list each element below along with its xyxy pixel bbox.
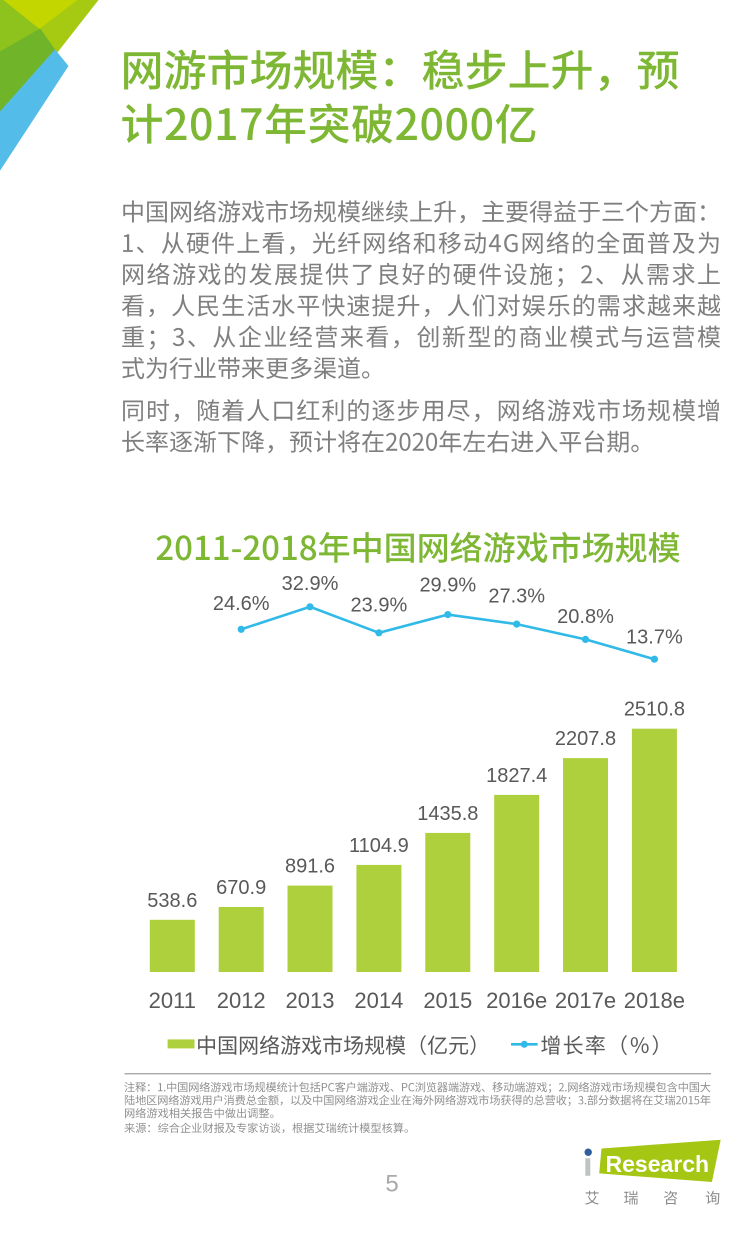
svg-text:23.9%: 23.9%	[351, 595, 408, 617]
svg-text:2015: 2015	[423, 988, 472, 1013]
svg-text:24.6%: 24.6%	[213, 593, 270, 615]
svg-text:1827.4: 1827.4	[486, 765, 547, 787]
svg-text:2510.8: 2510.8	[624, 699, 685, 721]
svg-text:2013: 2013	[286, 988, 335, 1013]
svg-text:1104.9: 1104.9	[349, 835, 409, 857]
svg-text:2014: 2014	[354, 988, 403, 1013]
svg-text:891.6: 891.6	[285, 856, 335, 878]
svg-text:538.6: 538.6	[147, 890, 197, 912]
svg-text:1435.8: 1435.8	[417, 803, 478, 825]
svg-text:29.9%: 29.9%	[419, 575, 476, 597]
svg-text:32.9%: 32.9%	[282, 573, 339, 595]
svg-text:2018e: 2018e	[624, 988, 685, 1013]
svg-text:2012: 2012	[217, 988, 266, 1013]
svg-text:27.3%: 27.3%	[488, 585, 545, 607]
svg-text:5: 5	[385, 1171, 398, 1198]
svg-text:2017e: 2017e	[555, 988, 616, 1013]
svg-text:2207.8: 2207.8	[555, 728, 616, 750]
svg-text:670.9: 670.9	[216, 877, 266, 899]
svg-text:2016e: 2016e	[486, 988, 547, 1013]
svg-text:Research: Research	[606, 1151, 710, 1177]
svg-text:20.8%: 20.8%	[557, 606, 614, 628]
svg-text:2011: 2011	[149, 988, 196, 1013]
svg-text:13.7%: 13.7%	[626, 627, 683, 649]
